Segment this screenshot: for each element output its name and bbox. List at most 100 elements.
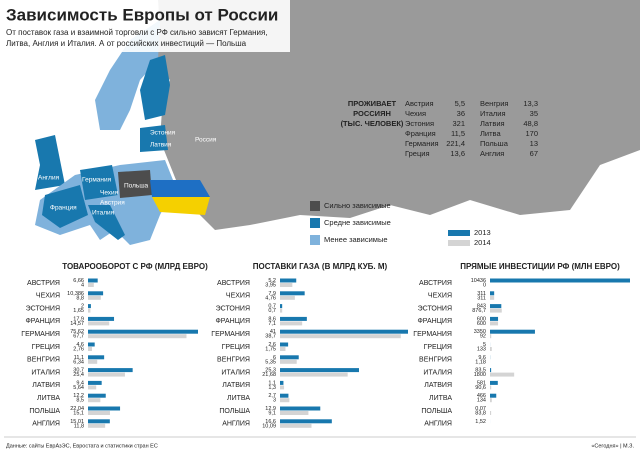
value-label: 311 [477,295,486,301]
value-label: 0,07 [475,406,486,412]
bar [88,398,101,403]
poland [118,170,152,198]
category-label: ЛАТВИЯ [424,382,452,389]
map-label: Чехия [100,190,119,197]
category-label: ЛИТВА [37,395,60,402]
category-label: ФРАНЦИЯ [25,318,60,325]
legend-swatch [310,201,320,211]
value-label: 1,3 [268,385,276,391]
value-label: 600 [477,321,486,327]
value-label: 600 [477,316,486,322]
value-label: 8,5 [76,398,84,404]
bar [280,355,299,360]
population-country: Чехия [405,109,426,118]
population-country: Польша [480,139,509,148]
value-label: 9,1 [268,410,276,416]
bar [88,372,125,377]
value-label: 17,9 [73,316,84,322]
map-label: Англия [38,175,60,182]
bar [280,423,312,428]
bar [280,380,284,385]
bar [280,334,401,339]
value-label: 5 [483,342,486,348]
footer-credit: «Сегодня» | М.З. [591,443,634,449]
value-label: 83,5 [475,368,486,374]
category-label: ЛАТВИЯ [32,382,60,389]
bar [88,359,98,364]
category-label: ЭСТОНИЯ [26,305,60,312]
value-label: 25,4 [73,372,84,378]
value-label: 1,65 [73,308,84,314]
category-label: ГРЕЦИЯ [32,344,60,351]
value-label: 581 [477,380,486,386]
bar [88,380,102,385]
value-label: 75,62 [70,329,84,335]
bar [280,359,297,364]
value-label: 5,35 [265,359,276,365]
category-label: ГРЕЦИЯ [222,344,250,351]
bar [280,295,295,300]
value-label: 134 [477,398,486,404]
value-label: 5,2 [268,278,276,284]
value-label: 6 [273,355,276,361]
bar [280,419,332,424]
category-label: ЛАТВИЯ [222,382,250,389]
bar [280,398,290,403]
bar [88,321,110,326]
chart-title: ПОСТАВКИ ГАЗА (В МЛРД КУБ. М) [253,262,388,271]
population-value: 36 [457,109,465,118]
legend-swatch [448,230,470,236]
value-label: 8,8 [76,295,84,301]
category-label: ИТАЛИЯ [31,369,60,376]
population-country: Англия [480,149,504,158]
bar [280,283,293,287]
value-label: 10436 [471,278,486,284]
bar [490,398,492,403]
value-label: 2,6 [268,342,276,348]
subtitle: От поставок газа и взаимной торговли с Р… [6,28,268,37]
map-label: Италия [92,210,115,217]
category-label: ЧЕХИЯ [226,293,250,300]
value-label: 83,8 [475,410,486,416]
italy [88,205,125,240]
bar [88,308,91,313]
bar [490,334,492,339]
category-label: ЧЕХИЯ [36,293,60,300]
bar [280,406,321,411]
bar [88,411,110,415]
value-label: 30,7 [73,368,84,374]
population-country: Франция [405,129,436,138]
value-label: 4 [81,282,84,288]
map-label: Франция [50,205,77,212]
bar [88,295,101,300]
population-country: Австрия [405,99,434,108]
map-label: Литва [142,154,160,161]
value-label: 41 [270,329,276,335]
value-label: 4,76 [265,295,276,301]
population-country: Италия [480,109,506,118]
value-label: 3 [273,398,276,404]
bar [88,347,93,351]
bar [490,385,492,390]
value-label: 7,9 [268,291,276,297]
bar [490,321,499,326]
legend-label: Менее зависимые [324,235,388,244]
bar [490,380,498,385]
title-bg [0,0,290,52]
bar [490,329,535,334]
ukraine-top [150,180,210,197]
bar [280,321,303,326]
category-label: ПОЛЬША [421,408,452,415]
map-label: Латвия [150,142,172,149]
value-label: 11,1 [74,355,84,361]
value-label: 2,7 [268,393,276,399]
value-label: 15,01 [70,419,84,425]
value-label: 11,8 [74,423,84,429]
category-label: ЧЕХИЯ [428,293,452,300]
title: Зависимость Европы от России [6,5,278,24]
value-label: 12,2 [73,393,84,399]
value-label: 10,386 [67,291,84,297]
subtitle: Литва, Англия и Италия. А от российских … [6,39,247,48]
population-value: 11,5 [451,129,465,138]
legend-swatch [310,218,320,228]
